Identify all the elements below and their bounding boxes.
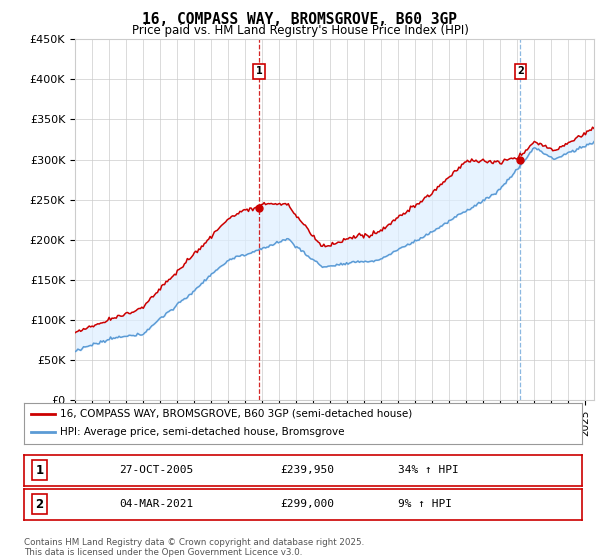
Text: 16, COMPASS WAY, BROMSGROVE, B60 3GP: 16, COMPASS WAY, BROMSGROVE, B60 3GP bbox=[143, 12, 458, 27]
Text: £239,950: £239,950 bbox=[281, 465, 335, 475]
Text: HPI: Average price, semi-detached house, Bromsgrove: HPI: Average price, semi-detached house,… bbox=[60, 427, 345, 437]
Text: 1: 1 bbox=[35, 464, 44, 477]
Text: Contains HM Land Registry data © Crown copyright and database right 2025.
This d: Contains HM Land Registry data © Crown c… bbox=[24, 538, 364, 557]
Text: £299,000: £299,000 bbox=[281, 500, 335, 509]
Text: 2: 2 bbox=[517, 66, 524, 76]
Text: 2: 2 bbox=[35, 498, 44, 511]
Text: 9% ↑ HPI: 9% ↑ HPI bbox=[398, 500, 452, 509]
Text: 27-OCT-2005: 27-OCT-2005 bbox=[119, 465, 193, 475]
Text: Price paid vs. HM Land Registry's House Price Index (HPI): Price paid vs. HM Land Registry's House … bbox=[131, 24, 469, 37]
Text: 04-MAR-2021: 04-MAR-2021 bbox=[119, 500, 193, 509]
Text: 1: 1 bbox=[256, 66, 263, 76]
Text: 16, COMPASS WAY, BROMSGROVE, B60 3GP (semi-detached house): 16, COMPASS WAY, BROMSGROVE, B60 3GP (se… bbox=[60, 409, 413, 419]
Text: 34% ↑ HPI: 34% ↑ HPI bbox=[398, 465, 458, 475]
